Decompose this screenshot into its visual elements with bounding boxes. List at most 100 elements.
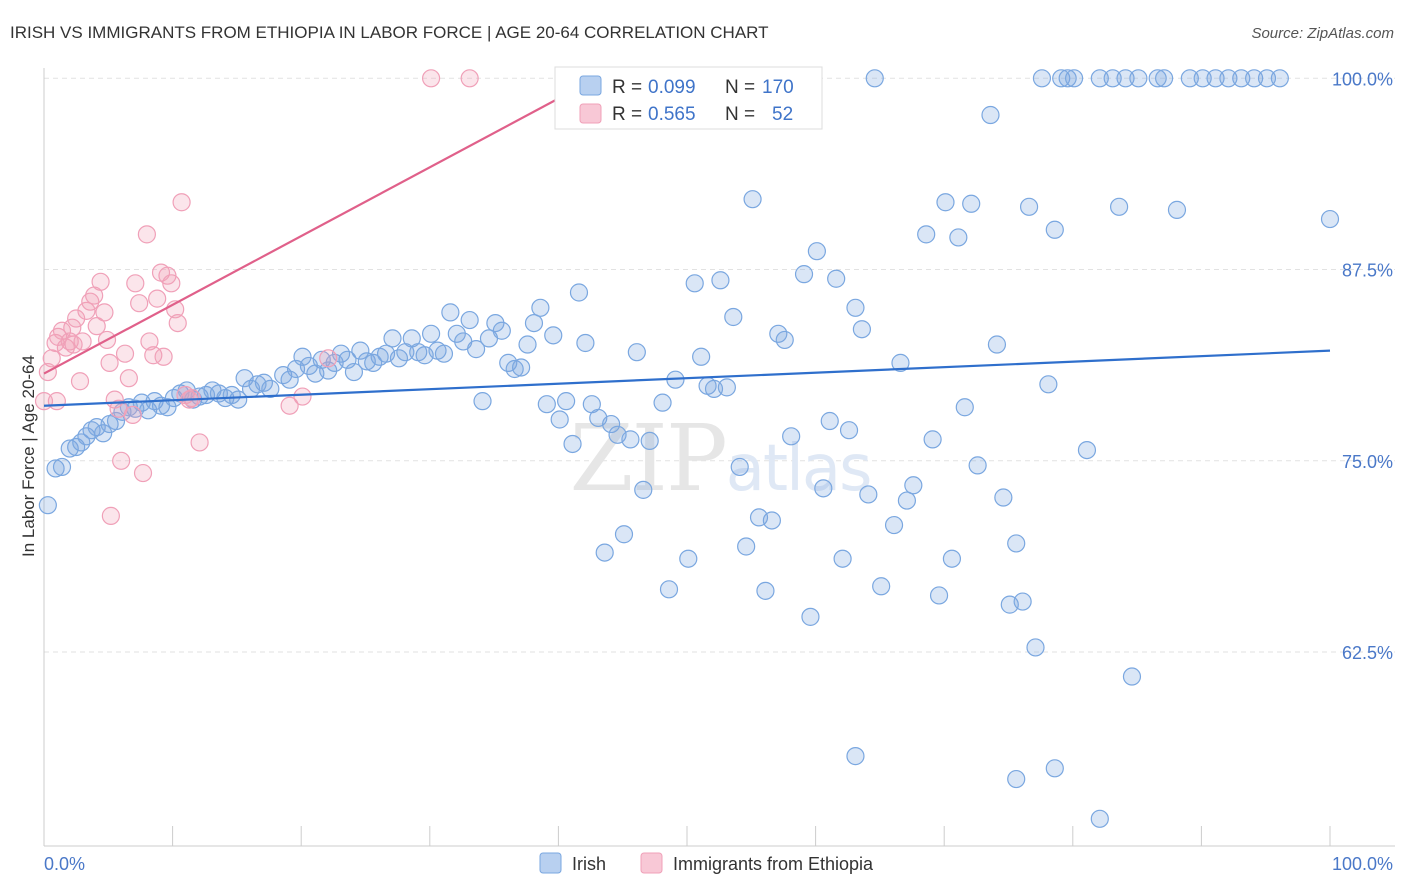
y-tick-label: 75.0% <box>1342 452 1393 472</box>
irish-point <box>968 456 987 475</box>
irish-point <box>743 190 762 209</box>
irish-point <box>537 395 556 414</box>
irish-point <box>1039 375 1058 394</box>
irish-point <box>1045 759 1064 778</box>
irish-point <box>222 385 241 405</box>
irish-point <box>1090 69 1109 88</box>
irish-point <box>724 307 743 327</box>
ethiopia-point <box>130 294 149 313</box>
irish-point <box>569 283 589 302</box>
ethiopia-point <box>460 69 479 88</box>
axes <box>43 68 1395 847</box>
irish-point <box>1058 69 1077 88</box>
irish-point <box>659 580 679 599</box>
stats-n-label-irish: N = <box>725 77 755 98</box>
ethiopia-point <box>87 317 106 336</box>
irish-point <box>904 476 923 495</box>
irish-point <box>859 485 878 504</box>
grid <box>44 77 1395 653</box>
irish-point <box>82 421 101 440</box>
irish-point <box>801 607 820 626</box>
ethiopia-point <box>123 405 142 424</box>
irish-point <box>827 269 846 288</box>
irish-point <box>344 362 364 382</box>
ethiopia-point <box>64 335 83 354</box>
ethiopia-point <box>319 349 338 368</box>
ethiopia-point <box>172 193 191 212</box>
ethiopia-point <box>190 433 209 452</box>
ethiopia-point <box>115 344 135 363</box>
y-tick-label: 62.5% <box>1342 643 1393 663</box>
irish-point <box>640 431 659 451</box>
ethiopia-trend-line <box>43 94 566 375</box>
watermark: ZIPatlas <box>570 405 871 512</box>
irish-point <box>46 459 65 478</box>
irish-point <box>846 298 865 317</box>
stats-r-label-ethiopia: R = <box>612 104 642 125</box>
irish-point <box>466 340 486 359</box>
irish-point <box>814 479 833 498</box>
irish-point <box>563 434 582 454</box>
irish-point <box>576 333 595 353</box>
irish-point <box>557 392 576 411</box>
irish-point <box>1064 69 1084 88</box>
irish-point <box>441 303 460 322</box>
irish-point <box>229 390 248 409</box>
ethiopia-point <box>101 506 120 525</box>
ethiopia-point <box>280 396 299 415</box>
irish-point <box>891 353 910 372</box>
stats-r-value-ethiopia: 0.565 <box>648 104 696 125</box>
irish-point <box>717 378 736 397</box>
irish-point <box>865 69 884 88</box>
irish-point <box>1122 667 1142 686</box>
irish-point <box>627 343 646 362</box>
x-tick-label-max: 100.0% <box>1332 854 1393 874</box>
irish-point <box>1320 209 1340 229</box>
irish-point <box>634 480 653 499</box>
irish-point <box>692 347 711 366</box>
irish-point <box>421 324 441 343</box>
y-axis-label: In Labor Force | Age 20-64 <box>19 355 38 557</box>
irish-point <box>1007 769 1026 789</box>
irish-point <box>52 457 72 477</box>
irish-point <box>679 549 698 568</box>
irish-point <box>981 105 1000 125</box>
ethiopia-point <box>100 353 119 372</box>
legend-irish-label: Irish <box>572 854 606 874</box>
irish-point <box>1167 200 1187 219</box>
irish-point <box>1045 220 1064 239</box>
irish-point <box>1077 440 1097 460</box>
irish-point <box>756 581 775 600</box>
irish-point <box>1206 69 1225 88</box>
irish-point <box>1019 197 1039 216</box>
ethiopia-point <box>77 301 96 320</box>
stats-r-label-irish: R = <box>612 77 642 98</box>
stats-r-value-irish: 0.099 <box>648 77 696 98</box>
irish-point <box>955 398 974 417</box>
chart-title: IRISH VS IMMIGRANTS FROM ETHIOPIA IN LAB… <box>10 23 769 42</box>
legend-irish-swatch <box>539 852 562 874</box>
irish-point <box>1245 69 1264 88</box>
irish-point <box>852 320 871 339</box>
irish-point <box>602 414 621 434</box>
irish-point <box>807 242 826 261</box>
watermark-atlas: atlas <box>726 432 871 506</box>
ethiopia-point <box>67 309 86 328</box>
irish-point <box>524 314 544 333</box>
stats-n-label-ethiopia: N = <box>725 104 755 125</box>
ethiopia-point <box>91 272 110 291</box>
irish-point <box>293 347 312 366</box>
bottom-legend: Irish Immigrants from Ethiopia <box>539 852 874 874</box>
irish-point <box>544 326 563 345</box>
stats-n-value-ethiopia: 52 <box>772 104 793 125</box>
irish-point <box>962 194 981 213</box>
irish-point <box>1032 69 1052 88</box>
irish-point <box>685 274 704 293</box>
irish-point <box>261 379 280 398</box>
irish-point <box>1109 197 1129 216</box>
irish-point <box>730 457 749 477</box>
legend-ethiopia-label: Immigrants from Ethiopia <box>673 854 874 874</box>
trend-lines <box>43 94 1331 407</box>
ethiopia-point <box>154 347 173 366</box>
